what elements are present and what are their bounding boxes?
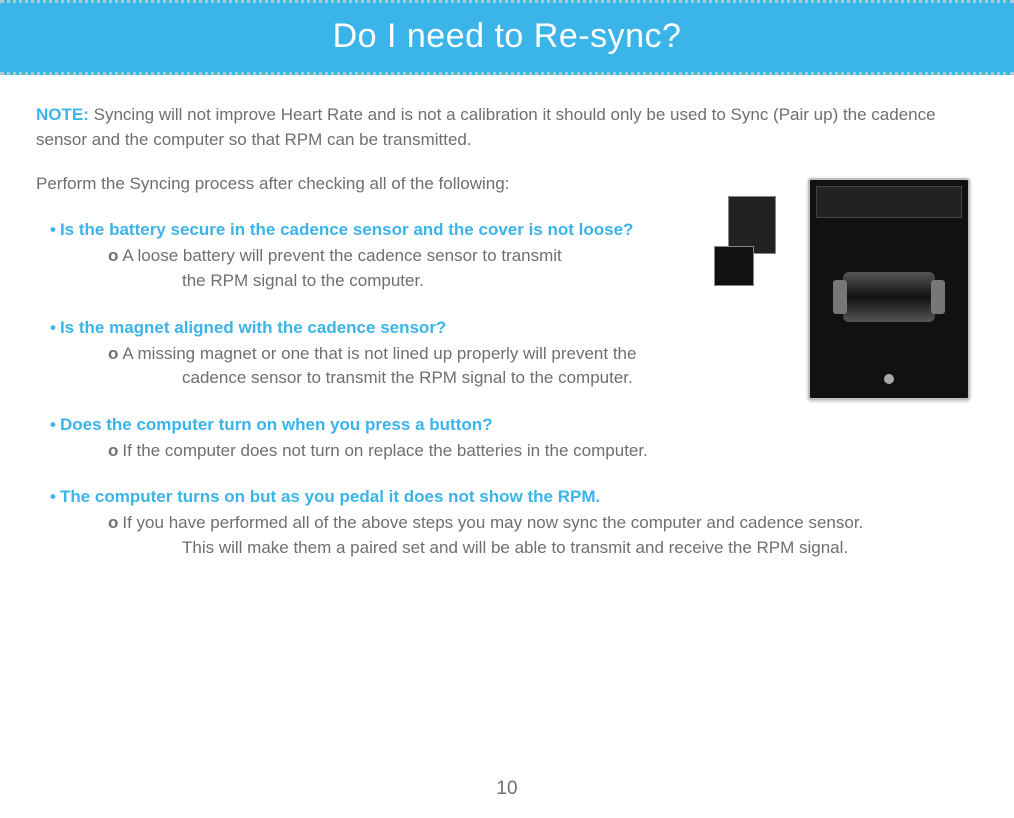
page-number: 10 [0,778,1014,800]
check-answer: oIf you have performed all of the above … [50,511,978,560]
page-title: Do I need to Re-sync? [0,17,1014,56]
check-question: •Does the computer turn on when you pres… [50,415,978,435]
sub-bullet-icon: o [108,246,118,265]
check-answer: oIf the computer does not turn on replac… [50,439,978,464]
check-question-text: Does the computer turn on when you press… [60,415,493,434]
bullet-icon: • [50,415,56,434]
cadence-sensor-icon [808,178,970,400]
bullet-icon: • [50,220,56,239]
sub-bullet-icon: o [108,513,118,532]
sub-bullet-icon: o [108,441,118,460]
bullet-icon: • [50,318,56,337]
check-question-text: Is the magnet aligned with the cadence s… [60,318,446,337]
sub-bullet-icon: o [108,344,118,363]
check-item: •Does the computer turn on when you pres… [50,415,978,464]
check-answer-line2: This will make them a paired set and wil… [108,536,978,561]
note-paragraph: NOTE: Syncing will not improve Heart Rat… [36,103,978,152]
check-answer-line1: If you have performed all of the above s… [122,513,863,532]
note-label: NOTE: [36,105,89,124]
check-question-text: Is the battery secure in the cadence sen… [60,220,633,239]
check-answer-line1: A loose battery will prevent the cadence… [122,246,561,265]
note-text: Syncing will not improve Heart Rate and … [36,105,936,149]
product-illustration [714,178,970,404]
check-question-text: The computer turns on but as you pedal i… [60,487,600,506]
check-item: •The computer turns on but as you pedal … [50,487,978,560]
bullet-icon: • [50,487,56,506]
header-band: Do I need to Re-sync? [0,0,1014,75]
check-question: •The computer turns on but as you pedal … [50,487,978,507]
check-answer-line1: If the computer does not turn on replace… [122,441,647,460]
sensor-mount-icon [714,196,784,286]
check-answer-line1: A missing magnet or one that is not line… [122,344,636,363]
